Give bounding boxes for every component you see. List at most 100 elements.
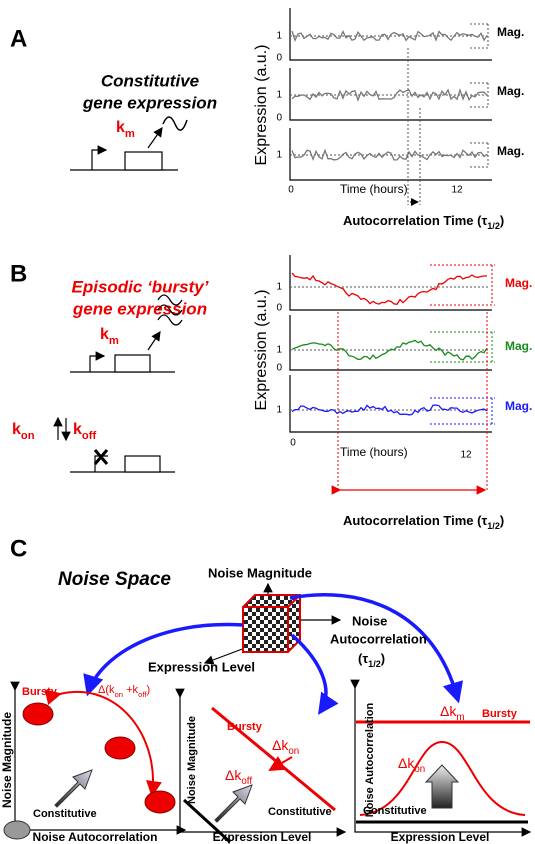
- subscript: 1/2: [487, 221, 500, 231]
- axis: [289, 68, 492, 121]
- y-axis-label: Noise Magnitude: [0, 712, 14, 808]
- axis-label: Autocorrelation: [330, 631, 427, 646]
- x-axis-label: Expression Level: [391, 830, 490, 844]
- constitutive-label: Constitutive: [363, 805, 427, 817]
- y-axis-label: Noise Autocorrelation: [364, 702, 376, 817]
- rate-label: koff: [73, 421, 96, 442]
- y-tick-label: 0: [276, 363, 282, 374]
- y-tick-label: 0: [276, 53, 282, 64]
- x-tick-label: 12: [460, 450, 472, 461]
- y-axis-label: Expression (a.u.): [253, 290, 270, 411]
- delta-label: Δkoff: [225, 767, 252, 787]
- trace: [291, 272, 488, 305]
- rate-label: km: [116, 119, 135, 140]
- panel-title: Noise Space: [58, 569, 171, 590]
- text-part: ): [500, 513, 504, 528]
- text-part: Autocorrelation Time (τ: [343, 513, 487, 528]
- delta-label: Δkm: [440, 703, 465, 723]
- trace: [291, 29, 488, 42]
- magnitude-label: Mag.: [505, 339, 532, 353]
- delta-label: Δkon: [398, 755, 425, 775]
- trace: [291, 404, 488, 416]
- noise-plot: [350, 679, 532, 837]
- y-axis-label: Expression (a.u.): [253, 45, 270, 166]
- subscript: m: [125, 128, 135, 140]
- y-tick-label: 1: [276, 150, 282, 161]
- magnitude-bracket: [470, 23, 490, 49]
- trace-group: 1 0 Mag. 1 0 Mag. 1 Mag.: [276, 8, 524, 206]
- panel-letter: A: [10, 25, 27, 52]
- y-tick-label: 0: [276, 303, 282, 314]
- trace: [291, 339, 488, 361]
- text-part: Δk: [225, 767, 242, 783]
- subscript: off: [241, 776, 252, 787]
- panel-letter: C: [10, 535, 27, 562]
- subscript: off: [82, 430, 97, 442]
- y-tick-label: 0: [276, 113, 282, 124]
- magnitude-label: Mag.: [497, 25, 524, 39]
- bursty-label: Bursty: [482, 708, 518, 720]
- panel-title: gene expression: [82, 93, 217, 112]
- text-part: Δ(k: [98, 684, 115, 696]
- y-axis-label: Noise Magnitude: [186, 716, 198, 804]
- subscript: on: [288, 746, 299, 757]
- axis-label: Noise: [352, 613, 387, 628]
- trace: [291, 88, 488, 102]
- text-part: ): [146, 684, 150, 696]
- axis-label: Expression Level: [148, 659, 255, 674]
- x-axis-label: Time (hours): [340, 445, 408, 459]
- text-part: +k: [123, 684, 138, 696]
- axis-label: (τ1/2): [358, 651, 385, 669]
- delta-label: Δkon: [272, 737, 299, 757]
- autocorrelation-bracket: [331, 312, 488, 495]
- delta-label: Δ(kon +koff): [98, 684, 150, 699]
- text-part: k: [12, 421, 21, 438]
- constitutive-label: Constitutive: [268, 806, 332, 818]
- text-part: Δk: [398, 755, 415, 771]
- y-tick-label: 1: [276, 345, 282, 356]
- text-part: ): [500, 213, 504, 228]
- y-tick-label: 1: [276, 282, 282, 293]
- x-tick-label: 0: [288, 185, 294, 196]
- panel-title: Episodic ‘bursty’: [72, 277, 209, 296]
- text-part: Δk: [272, 737, 289, 753]
- noise-plot: [3, 681, 187, 840]
- magnitude-bracket: [470, 142, 490, 168]
- subscript: on: [21, 430, 35, 442]
- magnitude-label: Mag.: [505, 276, 532, 290]
- magnitude-bracket: [430, 264, 495, 306]
- axis-label: Noise Magnitude: [208, 565, 312, 580]
- magnitude-bracket: [430, 331, 495, 363]
- axis: [289, 128, 492, 181]
- bursty-label: Bursty: [227, 721, 263, 733]
- axis: [289, 315, 492, 371]
- magnitude-bracket: [470, 82, 490, 108]
- rate-label: km: [100, 326, 119, 347]
- text-part: Autocorrelation Time (τ: [343, 213, 487, 228]
- text-part: k: [73, 421, 82, 438]
- gene-diagram: [70, 116, 188, 171]
- text-part: k: [116, 119, 125, 136]
- text-part: (τ: [358, 651, 368, 666]
- autocorrelation-label: Autocorrelation Time (τ1/2): [343, 513, 504, 531]
- x-axis-label: Noise Autocorrelation: [33, 830, 158, 844]
- x-axis-label: Time (hours): [340, 182, 408, 196]
- magnitude-bracket: [430, 397, 495, 425]
- subscript: m: [109, 335, 119, 347]
- x-tick-label: 0: [290, 438, 296, 449]
- magnitude-label: Mag.: [505, 399, 532, 413]
- trace: [291, 148, 488, 162]
- y-tick-label: 1: [276, 90, 282, 101]
- gene-diagram: [53, 294, 183, 473]
- y-tick-label: 1: [276, 31, 282, 42]
- rate-label: kon: [12, 421, 35, 442]
- constitutive-label: Constitutive: [33, 808, 97, 820]
- panel-title: Constitutive: [101, 71, 199, 90]
- text-part: ): [381, 651, 385, 666]
- x-tick-label: 12: [451, 185, 463, 196]
- panel-title: gene expression: [72, 299, 207, 318]
- x-axis-label: Expression Level: [213, 830, 312, 844]
- autocorrelation-label: Autocorrelation Time (τ1/2): [343, 213, 504, 231]
- magnitude-label: Mag.: [497, 84, 524, 98]
